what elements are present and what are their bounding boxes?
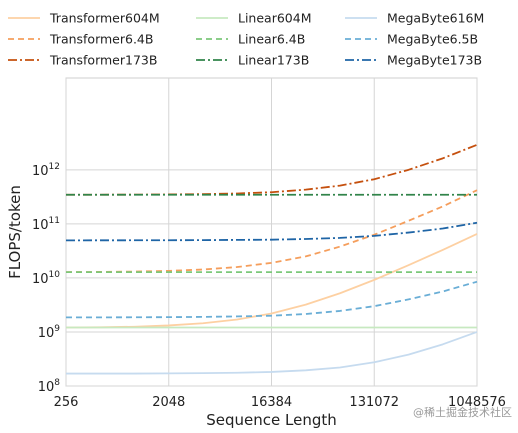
x-axis-ticks: 256 2048 16384 131072 1048576 xyxy=(54,395,506,410)
series-lines xyxy=(65,143,478,375)
series-line-8 xyxy=(65,221,478,242)
legend-label-3: Linear604M xyxy=(238,11,312,26)
y-tick-label: 108 xyxy=(38,378,61,395)
legend-label-8: MegaByte173B xyxy=(387,53,482,68)
y-tick-label: 1010 xyxy=(32,270,60,287)
legend-label-2: Transformer173B xyxy=(49,53,157,68)
series-line-1 xyxy=(65,189,478,274)
legend-label-6: MegaByte616M xyxy=(387,11,484,26)
x-tick-label: 16384 xyxy=(251,395,292,410)
watermark-text: @稀土掘金技术社区 xyxy=(413,405,512,419)
y-tick-label: 1012 xyxy=(32,162,60,179)
series-line-7 xyxy=(66,280,478,319)
legend: Transformer604M Transformer6.4B Transforme… xyxy=(8,11,484,68)
series-line-6 xyxy=(66,331,478,375)
x-tick-label: 1048576 xyxy=(448,395,506,410)
y-axis-ticks: 108 109 1010 1011 1012 xyxy=(32,162,60,395)
legend-label-0: Transformer604M xyxy=(49,11,160,26)
y-tick-label: 1011 xyxy=(32,216,60,233)
legend-label-5: Linear173B xyxy=(238,53,309,68)
x-tick-label: 2048 xyxy=(152,395,185,410)
legend-label-7: MegaByte6.5B xyxy=(387,32,478,47)
x-tick-label: 256 xyxy=(54,395,79,410)
x-tick-label: 131072 xyxy=(349,395,399,410)
y-tick-label: 109 xyxy=(38,324,61,341)
legend-label-4: Linear6.4B xyxy=(238,32,305,47)
x-axis-label: Sequence Length xyxy=(206,411,337,429)
y-axis-label: FLOPS/token xyxy=(6,185,24,279)
legend-label-1: Transformer6.4B xyxy=(49,32,153,47)
